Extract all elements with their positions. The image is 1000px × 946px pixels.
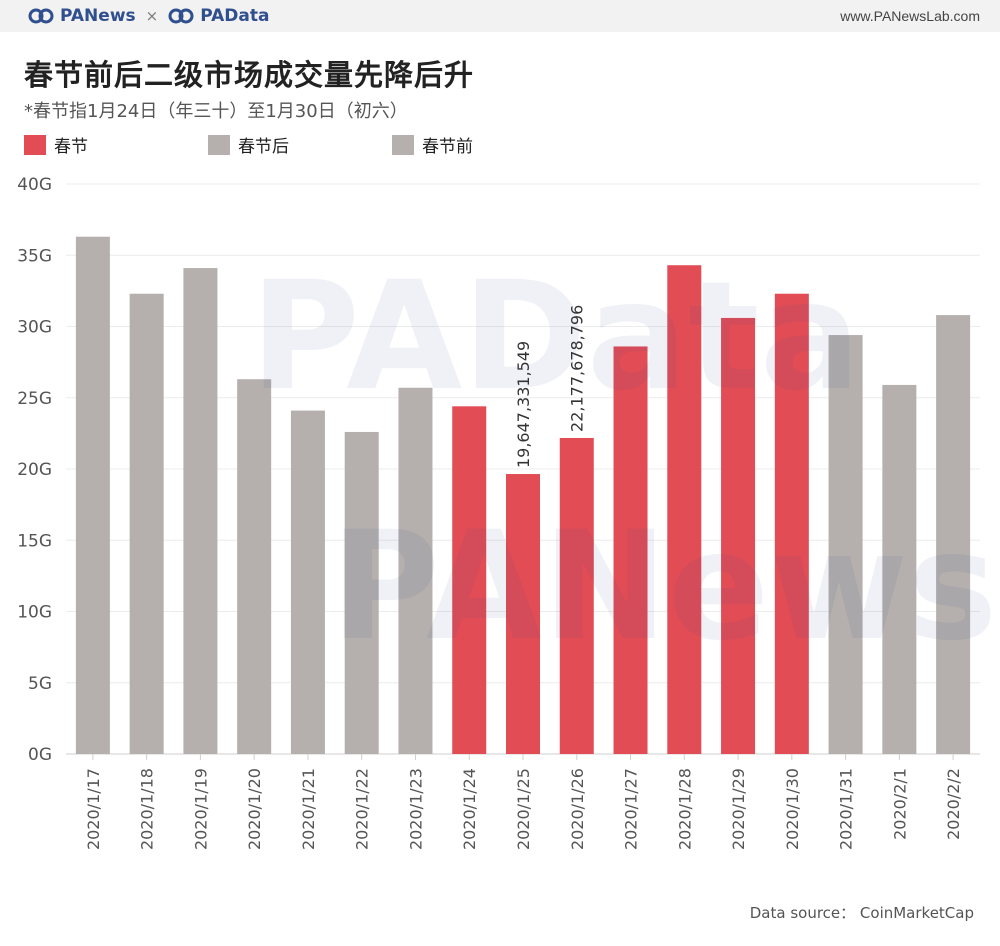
x-tick-label: 2020/1/18 <box>138 768 157 850</box>
x-tick-label: 2020/1/26 <box>568 768 587 850</box>
x-tick-label: 2020/1/20 <box>245 768 264 850</box>
bar <box>452 406 487 754</box>
legend-label-before: 春节前 <box>422 137 473 157</box>
legend: 春节 春节后 春节前 <box>24 132 584 158</box>
x-tick-label: 2020/1/31 <box>837 768 856 850</box>
y-tick-label: 35G <box>17 246 52 266</box>
x-tick-label: 2020/1/25 <box>514 768 533 850</box>
x-tick-label: 2020/1/21 <box>299 768 318 850</box>
x-tick-label: 2020/1/23 <box>406 768 425 850</box>
x-tick-label: 2020/2/1 <box>890 768 909 840</box>
y-tick-label: 15G <box>17 531 52 551</box>
y-tick-label: 10G <box>17 603 52 623</box>
brand: PANews × PAData <box>28 6 269 26</box>
x-tick-label: 2020/1/24 <box>460 768 479 850</box>
chart-subtitle: *春节指1月24日（年三十）至1月30日（初六） <box>24 101 408 122</box>
bar <box>344 431 379 754</box>
y-tick-label: 0G <box>28 745 52 765</box>
chart-title: 春节前后二级市场成交量先降后升 <box>24 58 475 92</box>
data-label: 19,647,331,549 <box>514 341 533 468</box>
bar <box>828 335 863 754</box>
bar <box>398 387 433 754</box>
legend-label-spring: 春节 <box>54 137 88 157</box>
x-tick-label: 2020/2/2 <box>944 768 963 840</box>
legend-item-spring: 春节 <box>24 132 88 157</box>
bar <box>237 379 272 754</box>
site-url: www.PANewsLab.com <box>840 8 980 24</box>
legend-label-after: 春节后 <box>238 137 289 157</box>
bar <box>774 293 809 754</box>
x-tick-label: 2020/1/28 <box>675 768 694 850</box>
bar <box>183 268 218 754</box>
brand-times: × <box>145 7 159 25</box>
legend-swatch-spring <box>24 134 46 155</box>
legend-swatch-after <box>208 134 230 155</box>
data-label: 22,177,678,796 <box>568 305 587 432</box>
bar <box>129 293 164 754</box>
bar <box>290 410 325 754</box>
x-tick-label: 2020/1/30 <box>783 768 802 850</box>
x-tick-label: 2020/1/22 <box>353 768 372 850</box>
top-bar: PANews × PAData www.PANewsLab.com <box>0 0 1000 32</box>
brand-panews: PANews <box>60 6 136 26</box>
bar <box>936 315 971 754</box>
x-tick-label: 2020/1/19 <box>191 768 210 850</box>
x-tick-label: 2020/1/27 <box>622 768 641 850</box>
data-source: Data source： CoinMarketCap <box>749 904 974 922</box>
panews-logo-icon <box>28 8 54 24</box>
legend-item-after: 春节后 <box>208 132 289 157</box>
x-tick-label: 2020/1/29 <box>729 768 748 850</box>
y-tick-label: 20G <box>17 460 52 480</box>
padata-logo-icon <box>168 8 194 24</box>
x-tick-label: 2020/1/17 <box>84 768 103 850</box>
bar <box>882 384 917 754</box>
brand-padata: PAData <box>200 6 270 26</box>
bar-chart: 0G 5G 10G 15G 20G 25G 30G 35G 40G 2020/1/17 2020/1… <box>17 175 980 850</box>
legend-swatch-before <box>392 134 414 155</box>
bar <box>75 236 110 755</box>
y-tick-label: 5G <box>28 674 52 694</box>
bar <box>506 474 540 754</box>
y-tick-label: 25G <box>17 389 52 409</box>
bar <box>721 317 756 754</box>
y-tick-label: 30G <box>17 318 52 338</box>
legend-item-before: 春节前 <box>392 132 473 157</box>
bar <box>613 346 648 754</box>
bar <box>559 437 594 754</box>
bar <box>667 265 702 754</box>
y-tick-label: 40G <box>17 175 52 195</box>
